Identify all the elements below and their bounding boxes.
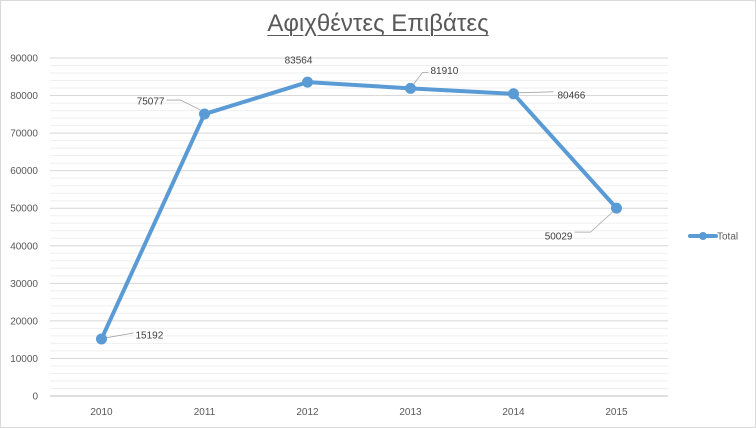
data-labels: 15192 75077 83564 81910 80466 50029 bbox=[136, 56, 586, 342]
leader-line bbox=[166, 99, 201, 111]
y-tick-label: 0 bbox=[32, 392, 38, 403]
data-label: 75077 bbox=[137, 97, 165, 108]
data-label: 15192 bbox=[136, 330, 164, 341]
x-tick-label: 2010 bbox=[90, 407, 113, 418]
data-label: 80466 bbox=[558, 90, 586, 101]
y-tick-label: 70000 bbox=[10, 129, 38, 140]
gridlines bbox=[50, 57, 668, 397]
y-tick-label: 60000 bbox=[10, 166, 38, 177]
leader-line bbox=[517, 91, 554, 94]
x-tick-label: 2015 bbox=[605, 407, 628, 418]
data-point bbox=[405, 82, 416, 94]
data-point bbox=[199, 108, 210, 120]
data-point bbox=[302, 76, 313, 88]
x-tick-label: 2011 bbox=[194, 407, 216, 418]
x-axis-ticks: 2010 2011 2012 2013 2014 2015 bbox=[90, 407, 628, 418]
data-point bbox=[96, 333, 107, 345]
series-total bbox=[96, 76, 622, 345]
data-label: 83564 bbox=[285, 56, 313, 67]
y-tick-label: 90000 bbox=[10, 54, 38, 65]
legend-swatch-marker bbox=[699, 232, 707, 240]
data-point bbox=[508, 88, 519, 100]
y-tick-label: 40000 bbox=[10, 241, 38, 252]
y-tick-label: 50000 bbox=[10, 204, 38, 215]
legend: Total bbox=[688, 232, 738, 243]
leader-line bbox=[105, 332, 134, 339]
data-label: 81910 bbox=[431, 66, 459, 77]
y-tick-label: 10000 bbox=[10, 354, 38, 365]
y-axis-ticks: 0 10000 20000 30000 40000 50000 60000 70000 8000… bbox=[10, 54, 38, 403]
legend-label: Total bbox=[717, 232, 738, 243]
series-line bbox=[99, 80, 619, 341]
y-tick-label: 20000 bbox=[10, 316, 38, 327]
x-tick-label: 2012 bbox=[296, 407, 319, 418]
y-tick-label: 80000 bbox=[10, 91, 38, 102]
data-label: 50029 bbox=[545, 232, 573, 243]
x-tick-label: 2013 bbox=[399, 407, 422, 418]
leader-line bbox=[413, 71, 429, 85]
data-point bbox=[611, 202, 622, 214]
y-tick-label: 30000 bbox=[10, 279, 38, 290]
leader-line bbox=[574, 211, 613, 233]
x-tick-label: 2014 bbox=[502, 407, 525, 418]
leader-lines bbox=[105, 71, 613, 339]
chart-title: Αφιχθέντες Επιβάτες bbox=[267, 10, 489, 37]
